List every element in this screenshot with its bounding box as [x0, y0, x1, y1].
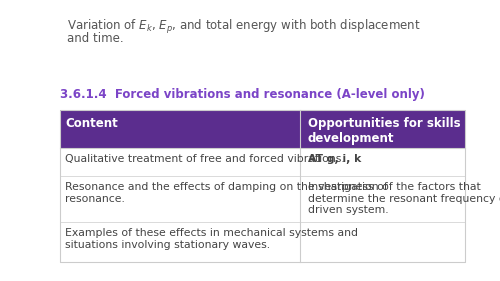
Text: Examples of these effects in mechanical systems and
situations involving station: Examples of these effects in mechanical …: [65, 228, 358, 250]
Text: Qualitative treatment of free and forced vibrations.: Qualitative treatment of free and forced…: [65, 154, 345, 164]
Text: Content: Content: [65, 117, 118, 130]
Text: Opportunities for skills
development: Opportunities for skills development: [308, 117, 460, 145]
Text: AT g, i, k: AT g, i, k: [308, 154, 361, 164]
Bar: [60, 110, 465, 148]
Text: Resonance and the effects of damping on the sharpness of
resonance.: Resonance and the effects of damping on …: [65, 182, 388, 204]
Text: 3.6.1.4  Forced vibrations and resonance (A-level only): 3.6.1.4 Forced vibrations and resonance …: [60, 88, 425, 101]
Bar: [60, 110, 465, 262]
Bar: [60, 148, 465, 176]
Bar: [60, 222, 465, 262]
Text: and time.: and time.: [67, 32, 124, 45]
Text: Investigation of the factors that
determine the resonant frequency of a
driven s: Investigation of the factors that determ…: [308, 182, 500, 215]
Text: Variation of $E_k$, $E_p$, and total energy with both displacement: Variation of $E_k$, $E_p$, and total ene…: [67, 18, 420, 36]
Bar: [60, 176, 465, 222]
